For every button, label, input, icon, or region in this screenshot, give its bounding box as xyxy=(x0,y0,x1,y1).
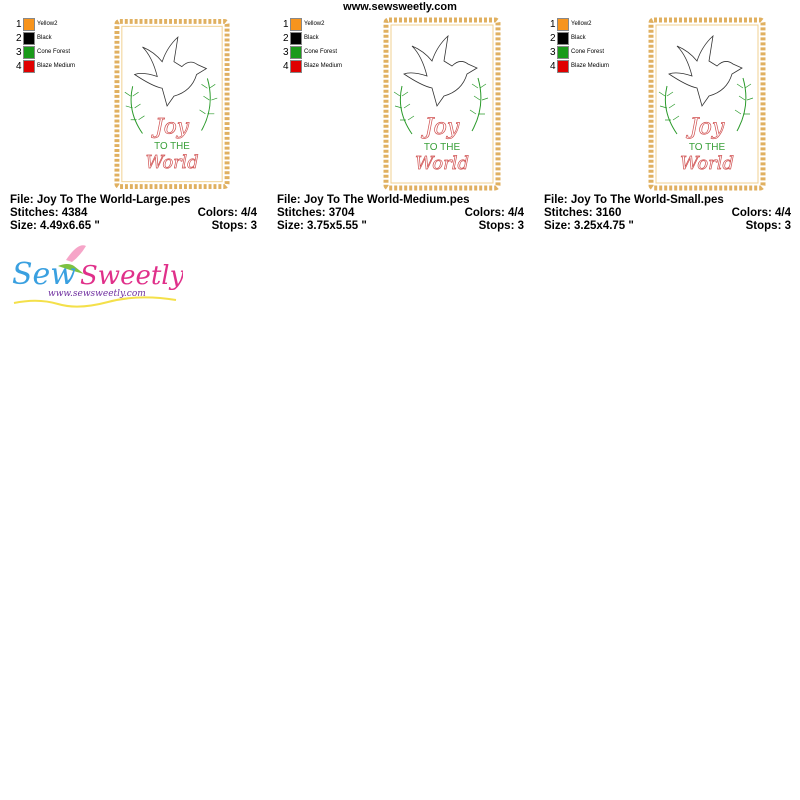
file-name: File: Joy To The World-Medium.pes xyxy=(277,194,470,206)
legend-item: 4 Blaze Medium xyxy=(550,59,609,73)
legend-item: 4 Blaze Medium xyxy=(283,59,342,73)
legend-label: Black xyxy=(304,35,319,41)
world-text: World xyxy=(680,153,734,174)
legend-number: 2 xyxy=(550,32,556,44)
design-panel: 1 Yellow2 2 Black 3 Cone Forest 4 Blaze Medium … xyxy=(0,0,266,235)
legend-item: 3 Cone Forest xyxy=(550,45,609,59)
color-swatch xyxy=(290,17,302,31)
legend-label: Blaze Medium xyxy=(37,63,76,69)
legend-number: 3 xyxy=(283,46,289,58)
legend-item: 1 Yellow2 xyxy=(550,17,609,31)
design-panel: 1 Yellow2 2 Black 3 Cone Forest 4 Blaze Medium … xyxy=(534,0,800,235)
site-url: www.sewsweetly.com xyxy=(343,1,457,13)
legend-item: 3 Cone Forest xyxy=(16,45,75,59)
legend-item: 2 Black xyxy=(550,31,609,45)
color-legend: 1 Yellow2 2 Black 3 Cone Forest 4 Blaze Medium xyxy=(283,17,342,73)
legend-number: 1 xyxy=(283,18,289,30)
stop-count: Stops: 3 xyxy=(745,220,791,232)
stitch-count: Stitches: 4384 xyxy=(10,207,88,219)
design-size: Size: 3.25x4.75 " xyxy=(544,220,634,232)
embroidery-preview: Joy TO THE World xyxy=(114,18,230,190)
world-text: World xyxy=(145,153,198,173)
stop-count: Stops: 3 xyxy=(478,220,524,232)
legend-label: Cone Forest xyxy=(571,49,605,55)
to-the-text: TO THE xyxy=(689,142,726,153)
legend-item: 2 Black xyxy=(283,31,342,45)
legend-label: Blaze Medium xyxy=(571,63,610,69)
legend-label: Black xyxy=(571,35,586,41)
to-the-text: TO THE xyxy=(154,141,190,152)
design-size: Size: 4.49x6.65 " xyxy=(10,220,100,232)
color-count: Colors: 4/4 xyxy=(464,207,524,219)
legend-number: 1 xyxy=(16,18,22,30)
embroidery-preview: Joy TO THE World xyxy=(648,17,766,191)
legend-label: Yellow2 xyxy=(37,21,58,27)
joy-text: Joy xyxy=(151,115,190,140)
design-info: File: Joy To The World-Small.pes Stitche… xyxy=(544,194,791,233)
legend-item: 4 Blaze Medium xyxy=(16,59,75,73)
legend-number: 3 xyxy=(550,46,556,58)
legend-number: 2 xyxy=(283,32,289,44)
color-count: Colors: 4/4 xyxy=(731,207,791,219)
stop-count: Stops: 3 xyxy=(211,220,257,232)
legend-number: 4 xyxy=(16,60,22,72)
file-name: File: Joy To The World-Large.pes xyxy=(10,194,191,206)
world-text: World xyxy=(415,153,469,174)
legend-number: 2 xyxy=(16,32,22,44)
to-the-text: TO THE xyxy=(424,142,461,153)
joy-text: Joy xyxy=(686,115,725,140)
stitch-count: Stitches: 3160 xyxy=(544,207,622,219)
color-swatch xyxy=(23,59,35,73)
legend-label: Black xyxy=(37,35,52,41)
legend-item: 3 Cone Forest xyxy=(283,45,342,59)
color-swatch xyxy=(290,45,302,59)
legend-item: 1 Yellow2 xyxy=(16,17,75,31)
legend-label: Cone Forest xyxy=(37,49,71,55)
color-swatch xyxy=(290,31,302,45)
legend-label: Yellow2 xyxy=(571,21,592,27)
legend-label: Yellow2 xyxy=(304,21,325,27)
legend-number: 4 xyxy=(550,60,556,72)
svg-text:Sweetly: Sweetly xyxy=(80,261,183,291)
sew-sweetly-logo: Sew Sweetly www.sewsweetly.com xyxy=(8,240,185,315)
color-swatch xyxy=(290,59,302,73)
design-panel: 1 Yellow2 2 Black 3 Cone Forest 4 Blaze Medium … xyxy=(267,0,533,235)
embroidery-preview: Joy TO THE World xyxy=(383,17,501,191)
joy-text: Joy xyxy=(421,115,460,140)
file-name: File: Joy To The World-Small.pes xyxy=(544,194,724,206)
color-swatch xyxy=(23,17,35,31)
svg-text:Sew: Sew xyxy=(12,257,76,292)
color-legend: 1 Yellow2 2 Black 3 Cone Forest 4 Blaze Medium xyxy=(550,17,609,73)
legend-item: 2 Black xyxy=(16,31,75,45)
design-info: File: Joy To The World-Large.pes Stitche… xyxy=(10,194,257,233)
color-legend: 1 Yellow2 2 Black 3 Cone Forest 4 Blaze Medium xyxy=(16,17,75,73)
legend-number: 3 xyxy=(16,46,22,58)
legend-label: Blaze Medium xyxy=(304,63,343,69)
color-swatch xyxy=(557,45,569,59)
color-swatch xyxy=(557,31,569,45)
color-swatch xyxy=(23,45,35,59)
svg-text:www.sewsweetly.com: www.sewsweetly.com xyxy=(48,289,146,299)
color-swatch xyxy=(557,17,569,31)
legend-number: 4 xyxy=(283,60,289,72)
legend-number: 1 xyxy=(550,18,556,30)
color-swatch xyxy=(557,59,569,73)
color-count: Colors: 4/4 xyxy=(197,207,257,219)
stitch-count: Stitches: 3704 xyxy=(277,207,355,219)
design-info: File: Joy To The World-Medium.pes Stitch… xyxy=(277,194,524,233)
color-swatch xyxy=(23,31,35,45)
design-size: Size: 3.75x5.55 " xyxy=(277,220,367,232)
legend-item: 1 Yellow2 xyxy=(283,17,342,31)
legend-label: Cone Forest xyxy=(304,49,338,55)
